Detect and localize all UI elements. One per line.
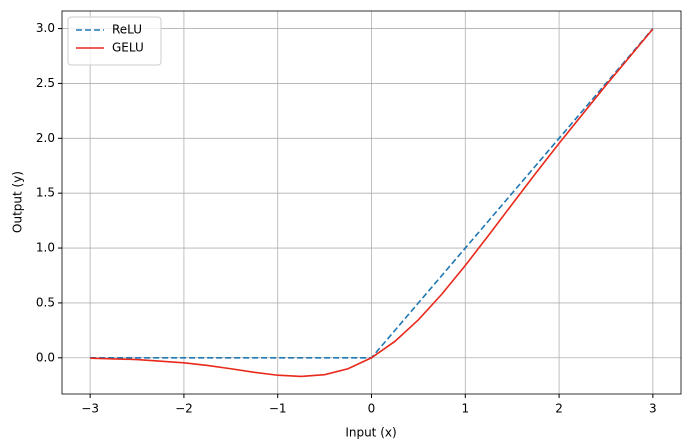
x-tick-label: 1 (461, 402, 469, 416)
x-tick-label: −2 (175, 402, 193, 416)
y-tick-label: 2.5 (36, 76, 55, 90)
legend-label: GELU (112, 41, 144, 55)
y-tick-label: 3.0 (36, 21, 55, 35)
legend-label: ReLU (112, 23, 142, 37)
legend-box (67, 16, 162, 66)
x-axis-label: Input (x) (345, 426, 396, 440)
y-tick-label: 2.0 (36, 131, 55, 145)
y-tick-label: 1.5 (36, 186, 55, 200)
x-tick-label: −1 (269, 402, 287, 416)
y-axis-label: Output (y) (11, 171, 25, 233)
y-tick-label: 0.0 (36, 350, 55, 364)
x-tick-label: −3 (81, 402, 99, 416)
x-tick-label: 2 (555, 402, 563, 416)
plot-frame (61, 10, 682, 395)
y-tick-label: 0.5 (36, 295, 55, 309)
y-tick-label: 1.0 (36, 241, 55, 255)
line-series (90, 28, 654, 378)
x-tick-label: 0 (368, 402, 376, 416)
x-tick-label: 3 (649, 402, 657, 416)
